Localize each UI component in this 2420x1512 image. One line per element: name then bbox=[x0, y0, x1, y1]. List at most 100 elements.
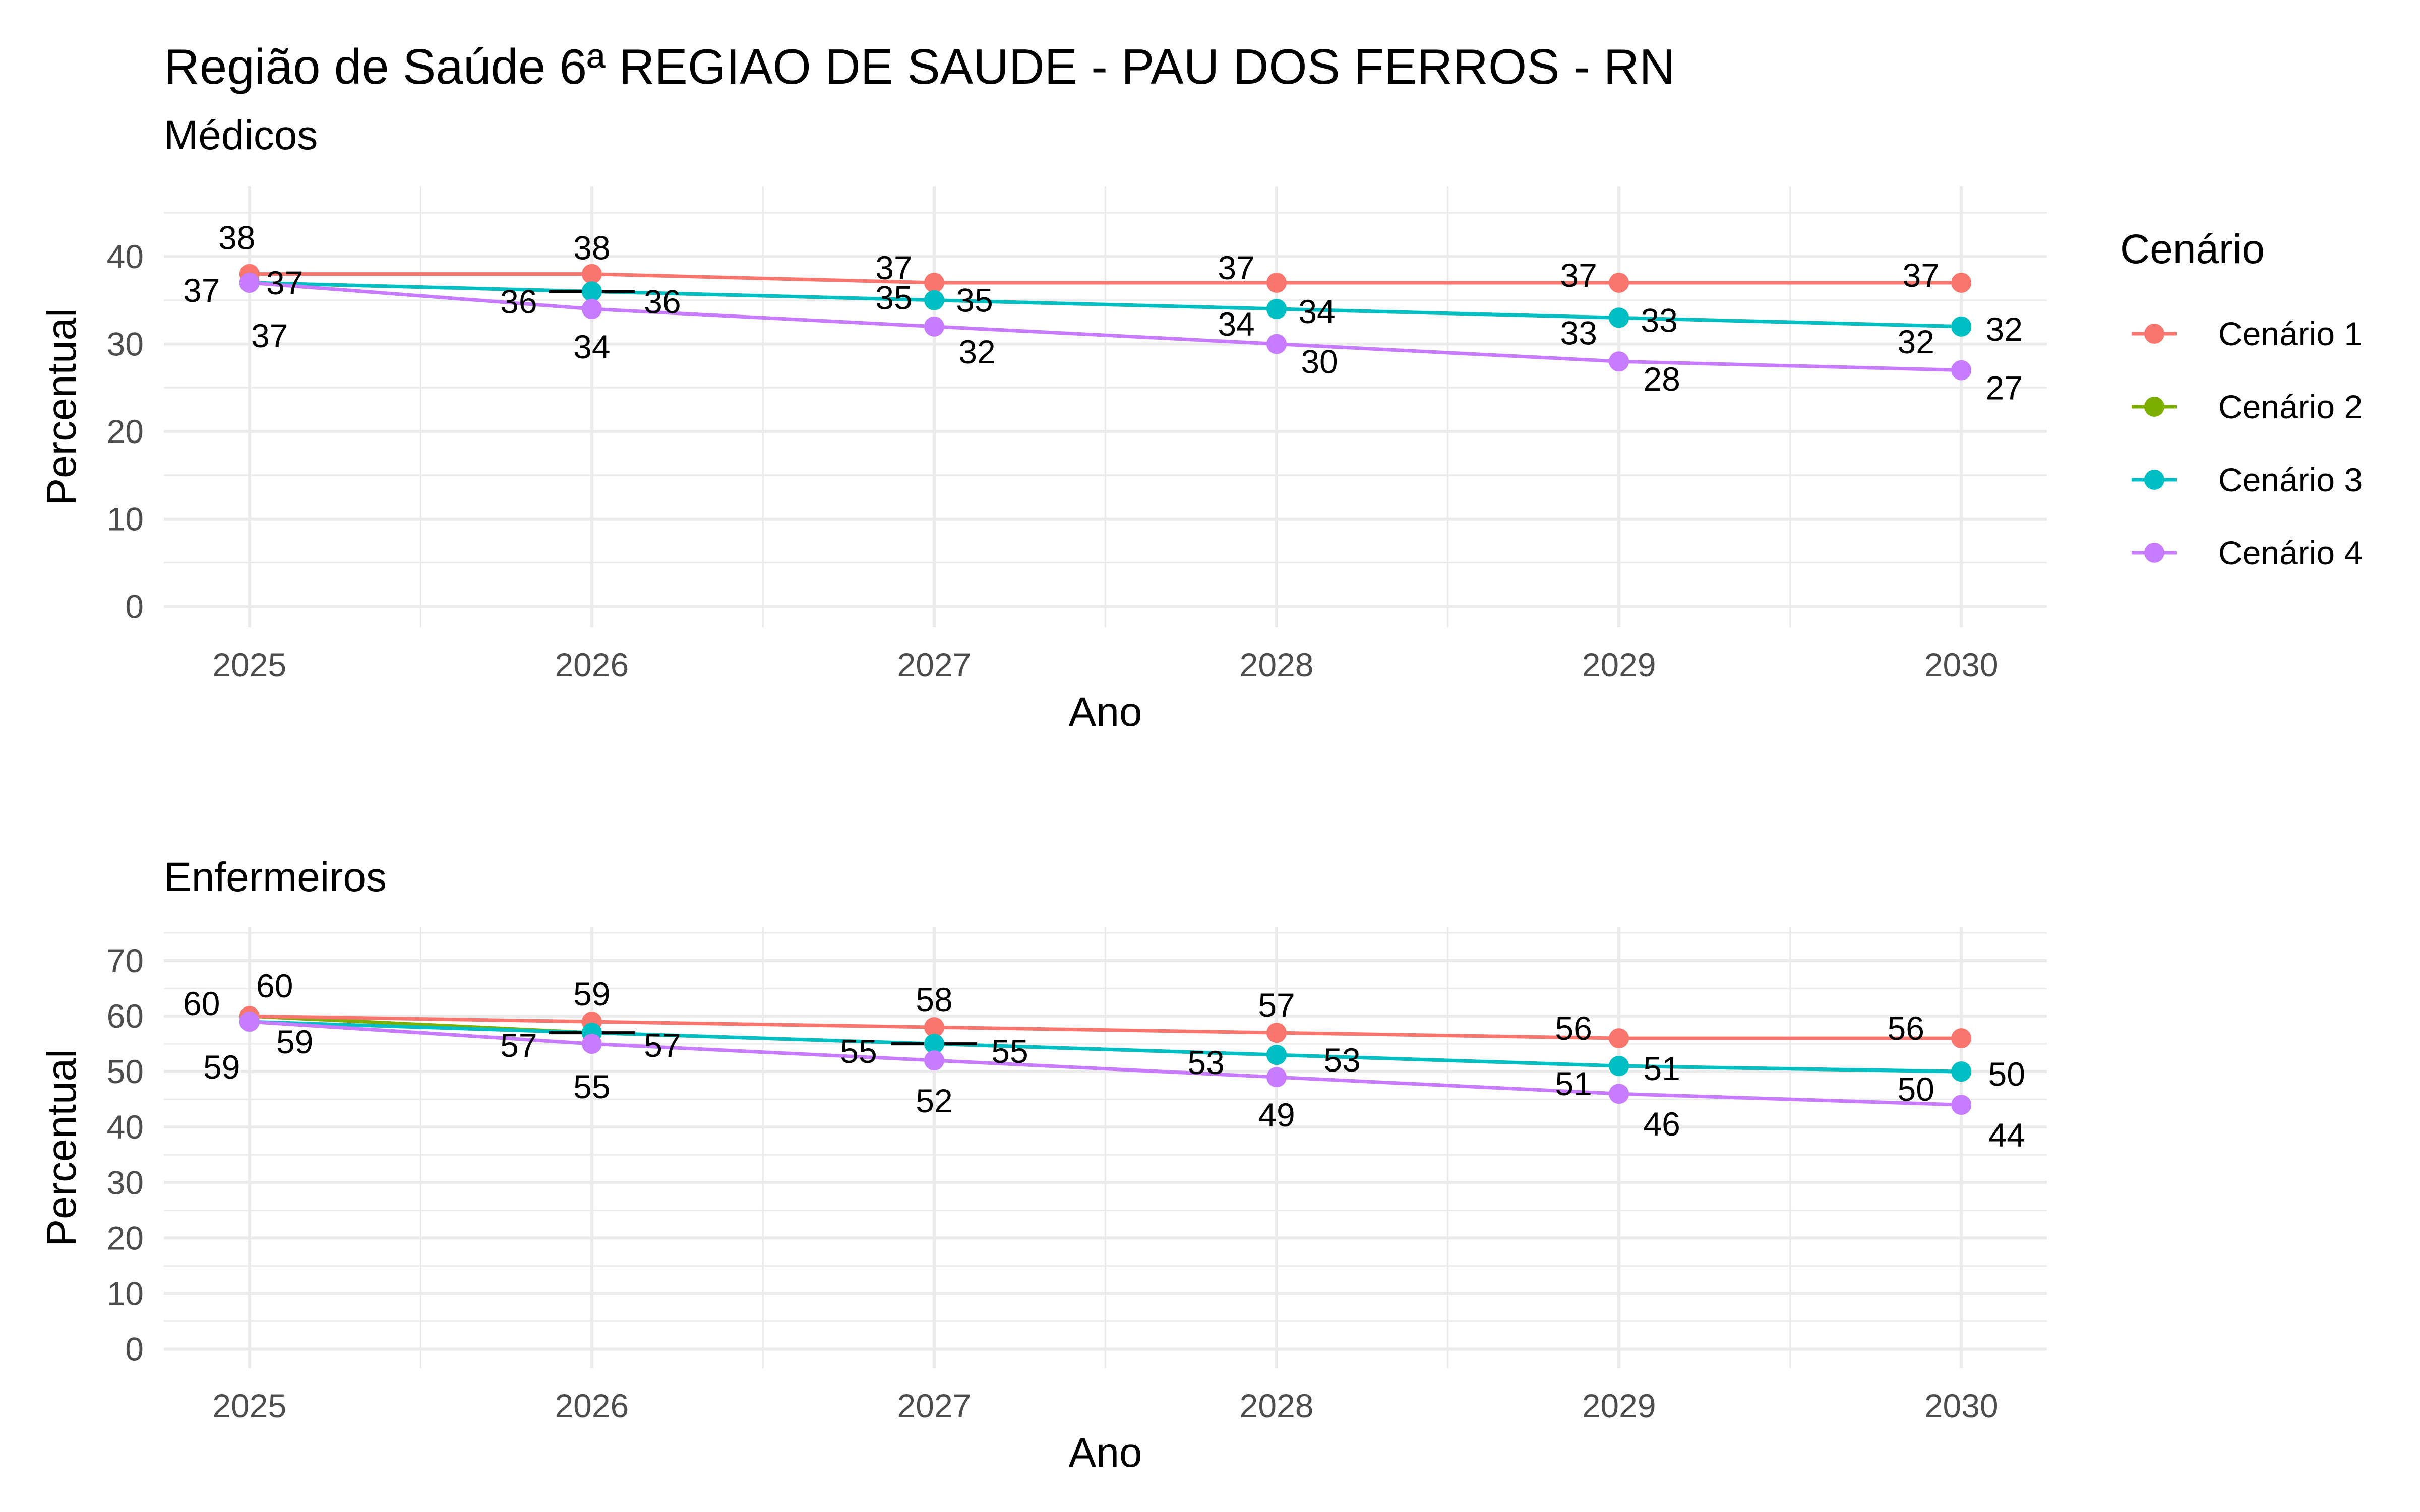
data-point-cenario-4 bbox=[239, 272, 260, 293]
legend: Cenário Cenário 1 Cenário 2 Cenário 3 Cenár… bbox=[2120, 226, 2363, 572]
y-tick-label: 70 bbox=[107, 942, 144, 979]
data-point-cenario-4 bbox=[1609, 351, 1629, 372]
data-label-cenario-2: 60 bbox=[256, 967, 293, 1004]
legend-key-point bbox=[2144, 470, 2164, 490]
y-tick-label: 0 bbox=[125, 1330, 144, 1367]
data-label-cenario-3: 37 bbox=[183, 272, 220, 309]
legend-item-cenario-1: Cenário 1 bbox=[2132, 315, 2363, 352]
data-label-cenario-4: 44 bbox=[1988, 1116, 2025, 1154]
data-point-cenario-4 bbox=[924, 316, 944, 337]
data-label-cenario-1: 58 bbox=[916, 981, 952, 1018]
y-tick-label: 60 bbox=[107, 997, 144, 1035]
data-point-cenario-4 bbox=[581, 1034, 602, 1054]
x-tick-label: 2028 bbox=[1240, 1387, 1314, 1424]
data-point-cenario-1 bbox=[1266, 1023, 1287, 1043]
grid bbox=[164, 186, 2047, 627]
data-label-cenario-3: 32 bbox=[1898, 323, 1934, 360]
data-point-cenario-1 bbox=[581, 264, 602, 284]
y-tick-label: 10 bbox=[107, 1275, 144, 1312]
y-tick-label: 50 bbox=[107, 1053, 144, 1090]
data-point-cenario-3 bbox=[1609, 1056, 1629, 1077]
series-line-cenario-4 bbox=[249, 281, 1962, 372]
legend-item-cenario-2: Cenário 2 bbox=[2132, 388, 2363, 425]
data-point-cenario-1 bbox=[924, 272, 944, 293]
x-tick-label: 2025 bbox=[212, 1387, 286, 1424]
x-tick-label: 2029 bbox=[1582, 646, 1656, 683]
legend-key-point bbox=[2144, 397, 2164, 417]
data-label-cenario-3: 55 bbox=[840, 1033, 877, 1070]
panel-subtitle: Enfermeiros bbox=[164, 854, 387, 900]
data-label-cenario-4: 30 bbox=[1301, 343, 1338, 381]
data-label-cenario-2: 35 bbox=[956, 282, 993, 319]
data-label-cenario-2: 51 bbox=[1643, 1050, 1680, 1087]
legend-key-point bbox=[2144, 543, 2164, 563]
data-label-cenario-1: 60 bbox=[183, 985, 220, 1022]
grid bbox=[164, 927, 2047, 1368]
data-label-cenario-1: 37 bbox=[1903, 257, 1940, 294]
data-point-cenario-3 bbox=[924, 1034, 944, 1054]
data-point-cenario-1 bbox=[1951, 272, 1972, 293]
y-tick-label: 40 bbox=[107, 1108, 144, 1146]
data-label-cenario-2: 57 bbox=[644, 1027, 681, 1064]
legend-item-cenario-3: Cenário 3 bbox=[2132, 461, 2363, 498]
data-label-cenario-4: 46 bbox=[1643, 1105, 1680, 1143]
data-point-cenario-3 bbox=[924, 290, 944, 310]
data-label-cenario-2: 37 bbox=[266, 264, 303, 301]
x-tick-label: 2028 bbox=[1240, 646, 1314, 683]
data-point-cenario-4 bbox=[924, 1050, 944, 1071]
legend-label: Cenário 3 bbox=[2218, 461, 2363, 498]
data-label-cenario-3: 59 bbox=[203, 1048, 240, 1086]
y-tick-label: 0 bbox=[125, 588, 144, 625]
data-label-cenario-2: 55 bbox=[991, 1033, 1028, 1070]
x-tick-label: 2026 bbox=[555, 1387, 629, 1424]
legend-title: Cenário bbox=[2120, 226, 2265, 272]
data-point-cenario-4 bbox=[1951, 1095, 1972, 1115]
data-label-cenario-1: 38 bbox=[218, 219, 255, 257]
data-label-cenario-1: 37 bbox=[1560, 257, 1597, 294]
data-label-cenario-1: 37 bbox=[875, 249, 912, 286]
data-label-cenario-2: 34 bbox=[1298, 293, 1335, 330]
y-tick-label: 40 bbox=[107, 238, 144, 275]
data-label-cenario-2: 50 bbox=[1988, 1055, 2025, 1093]
x-axis-title: Ano bbox=[1069, 689, 1142, 735]
data-label-cenario-3: 53 bbox=[1187, 1044, 1224, 1081]
data-label-cenario-3: 35 bbox=[875, 279, 912, 317]
y-tick-label: 20 bbox=[107, 1219, 144, 1256]
data-label-cenario-4: 59 bbox=[276, 1023, 313, 1060]
data-label-cenario-1: 37 bbox=[1218, 249, 1254, 286]
x-axis-title: Ano bbox=[1069, 1430, 1142, 1476]
data-label-cenario-3: 36 bbox=[500, 283, 537, 320]
data-label-cenario-4: 27 bbox=[1986, 369, 2023, 407]
data-label-cenario-4: 55 bbox=[573, 1068, 610, 1105]
data-label-cenario-2: 33 bbox=[1641, 301, 1677, 339]
x-tick-label: 2027 bbox=[897, 646, 972, 683]
data-point-cenario-3 bbox=[1951, 1061, 1972, 1082]
data-point-cenario-4 bbox=[1609, 1084, 1629, 1104]
series-line-cenario-1 bbox=[249, 1014, 1962, 1040]
panel-subtitle: Médicos bbox=[164, 112, 318, 158]
series-line-cenario-3 bbox=[249, 1020, 1962, 1074]
legend-label: Cenário 1 bbox=[2218, 315, 2363, 352]
data-label-cenario-3: 51 bbox=[1555, 1065, 1592, 1102]
data-label-cenario-4: 52 bbox=[916, 1082, 952, 1119]
y-tick-label: 10 bbox=[107, 500, 144, 538]
x-tick-label: 2030 bbox=[1924, 1387, 1999, 1424]
data-point-cenario-1 bbox=[924, 1017, 944, 1038]
data-label-cenario-1: 56 bbox=[1888, 1010, 1924, 1047]
data-point-cenario-4 bbox=[239, 1012, 260, 1032]
data-label-cenario-4: 32 bbox=[958, 333, 995, 370]
data-label-cenario-3: 33 bbox=[1560, 314, 1597, 351]
legend-label: Cenário 2 bbox=[2218, 388, 2363, 425]
data-label-cenario-2: 53 bbox=[1323, 1041, 1360, 1079]
data-point-cenario-4 bbox=[581, 299, 602, 320]
x-tick-label: 2025 bbox=[212, 646, 286, 683]
data-label-cenario-1: 59 bbox=[573, 975, 610, 1013]
y-tick-label: 30 bbox=[107, 1164, 144, 1201]
y-tick-label: 20 bbox=[107, 413, 144, 450]
data-point-cenario-3 bbox=[1266, 1045, 1287, 1065]
y-tick-label: 30 bbox=[107, 326, 144, 363]
series-line-cenario-1 bbox=[249, 272, 1962, 285]
